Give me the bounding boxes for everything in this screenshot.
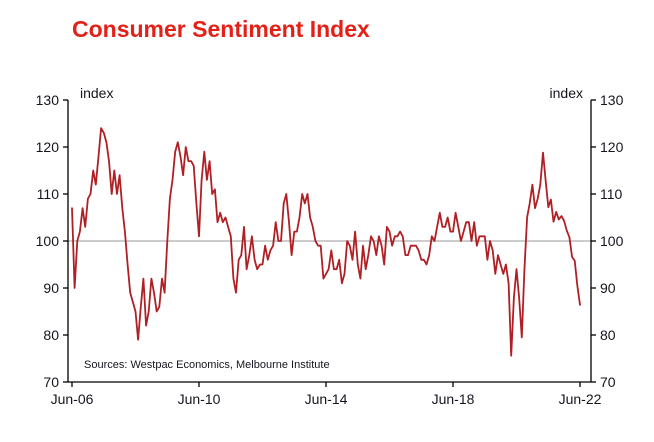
y-tick-label-left: 70 xyxy=(43,374,59,390)
y-tick-label-right: 120 xyxy=(600,139,624,155)
y-tick-label-left: 80 xyxy=(43,327,59,343)
y-tick-label-right: 70 xyxy=(600,374,616,390)
y-tick-label-left: 100 xyxy=(36,233,60,249)
x-tick-label: Jun-22 xyxy=(559,391,602,407)
x-tick-label: Jun-18 xyxy=(432,391,475,407)
y-axis-unit-label-right: index xyxy=(549,85,583,101)
sentiment-series-line xyxy=(71,127,581,357)
y-tick-label-right: 80 xyxy=(600,327,616,343)
y-tick-label-right: 90 xyxy=(600,280,616,296)
x-tick-label: Jun-14 xyxy=(305,391,348,407)
y-tick-label-left: 110 xyxy=(37,186,60,202)
y-tick-label-left: 90 xyxy=(43,280,59,296)
y-tick-label-left: 120 xyxy=(36,139,60,155)
y-tick-label-right: 130 xyxy=(600,92,624,108)
source-note: Sources: Westpac Economics, Melbourne In… xyxy=(84,359,330,371)
y-axis-unit-label-left: index xyxy=(80,85,114,101)
y-tick-label-left: 130 xyxy=(36,92,60,108)
y-tick-label-right: 100 xyxy=(600,233,624,249)
y-tick-label-right: 110 xyxy=(600,186,623,202)
chart-title: Consumer Sentiment Index xyxy=(72,16,370,42)
x-tick-label: Jun-10 xyxy=(178,391,221,407)
x-tick-label: Jun-06 xyxy=(51,391,94,407)
